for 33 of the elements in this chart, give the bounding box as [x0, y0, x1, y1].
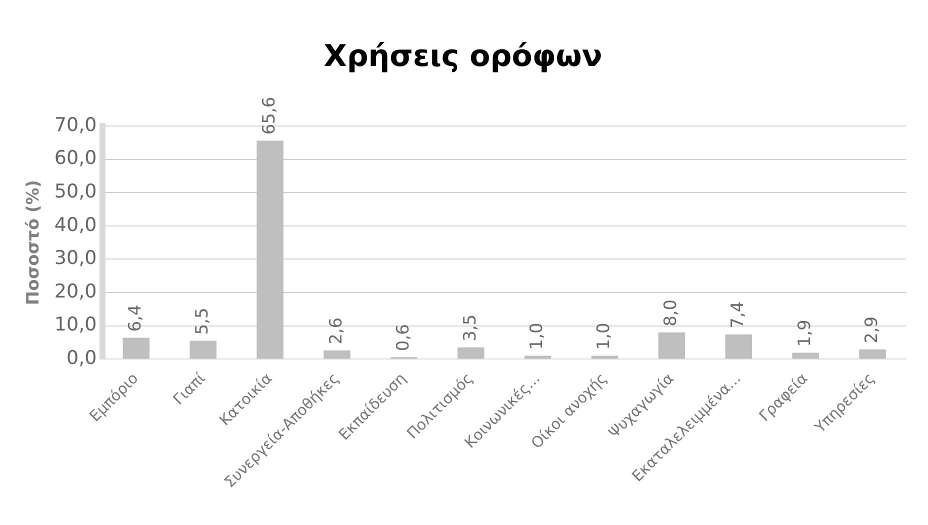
y-tick-label: 50,0	[54, 180, 97, 203]
data-label: 1,0	[527, 322, 548, 350]
data-label: 65,6	[259, 96, 280, 135]
y-tick-label: 10,0	[54, 314, 97, 336]
y-tick-label: 70,0	[54, 114, 97, 136]
data-label: 6,4	[126, 304, 146, 332]
bar	[256, 140, 284, 359]
bar	[122, 338, 150, 359]
y-tick-label: 40,0	[54, 214, 97, 236]
bar	[457, 347, 484, 359]
y-axis-title: Ποσοστό (%)	[24, 180, 44, 306]
y-tick-label: 30,0	[54, 247, 97, 270]
data-label: 1,9	[795, 320, 816, 347]
data-label: 2,6	[326, 317, 346, 344]
y-tick-label: 0,0	[66, 347, 97, 370]
bar	[658, 332, 686, 359]
bar	[524, 356, 552, 359]
y-tick-label: 60,0	[54, 147, 97, 170]
data-label: 2,9	[862, 316, 882, 344]
bar	[324, 350, 350, 359]
chart-title: Χρήσεις ορόφων	[324, 38, 602, 74]
data-label: 5,5	[192, 308, 213, 335]
data-label: 0,6	[393, 324, 414, 352]
bar	[190, 340, 217, 359]
data-label: 7,4	[728, 301, 748, 328]
bar	[792, 352, 819, 359]
data-label: 3,5	[460, 314, 480, 342]
data-label: 8,0	[661, 299, 682, 326]
y-tick-label: 20,0	[54, 280, 97, 302]
bar	[591, 356, 618, 359]
data-label: 1,0	[594, 322, 614, 350]
bar	[859, 349, 886, 359]
bar	[725, 334, 752, 359]
